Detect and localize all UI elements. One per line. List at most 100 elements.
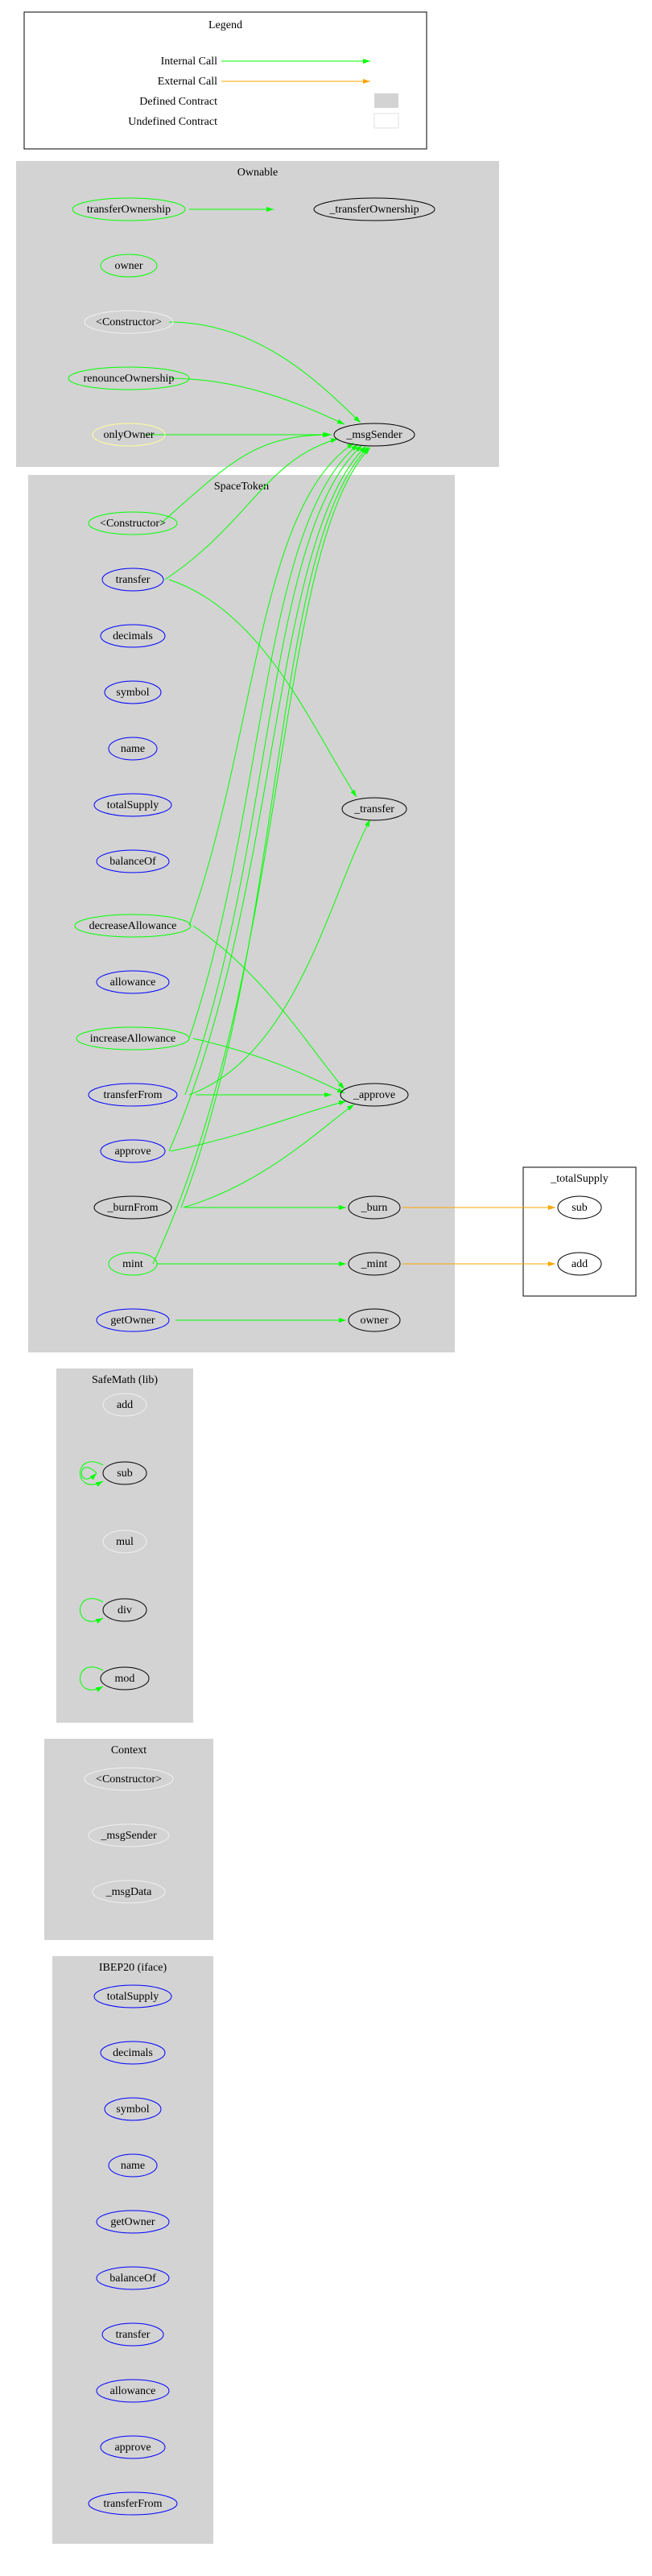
- node-label-st_totalSupply: totalSupply: [107, 799, 159, 811]
- node-own_onlyOwner: onlyOwner: [93, 423, 165, 446]
- node-label-sm_sub: sub: [117, 1468, 132, 1480]
- ownable-title: Ownable: [237, 167, 279, 179]
- node-label-own_constructor: <Constructor>: [96, 316, 162, 328]
- node-own__transferOwnership: _transferOwnership: [314, 198, 435, 221]
- node-label-sm_mod: mod: [115, 1673, 135, 1685]
- node-label-ib_transferFrom: transferFrom: [103, 2498, 162, 2510]
- node-label-st__transfer: _transfer: [353, 803, 394, 815]
- node-label-own_msgSender: _msgSender: [345, 429, 402, 441]
- node-st_symbol: symbol: [105, 681, 161, 704]
- node-st__transfer: _transfer: [342, 798, 406, 820]
- node-label-st_approve: approve: [114, 1146, 151, 1158]
- node-st_decreaseAllowance: decreaseAllowance: [75, 914, 191, 937]
- node-own_constructor: <Constructor>: [85, 311, 173, 333]
- node-st_constructor: <Constructor>: [89, 512, 177, 535]
- safemath-title: SafeMath (lib): [92, 1374, 158, 1386]
- context-title: Context: [111, 1744, 146, 1757]
- node-label-st_name: name: [121, 743, 145, 755]
- node-ctx_constructor: <Constructor>: [85, 1768, 173, 1790]
- node-st_balanceOf: balanceOf: [97, 850, 169, 873]
- node-label-own_transferOwnership: transferOwnership: [87, 204, 171, 216]
- legend: Legend Internal Call External Call Defin…: [24, 12, 427, 149]
- node-ib_symbol: symbol: [105, 2098, 161, 2120]
- node-label-st_decimals: decimals: [113, 630, 153, 642]
- node-sm_add: add: [103, 1393, 146, 1416]
- node-label-ib_name: name: [121, 2160, 145, 2172]
- node-ib_name: name: [109, 2154, 157, 2177]
- node-label-st_getOwner: getOwner: [110, 1315, 155, 1327]
- node-st__approve: _approve: [340, 1084, 408, 1106]
- node-label-st_owner: owner: [361, 1315, 389, 1327]
- node-own_transferOwnership: transferOwnership: [72, 198, 185, 221]
- node-ib_getOwner: getOwner: [97, 2211, 169, 2233]
- node-ib_totalSupply: totalSupply: [94, 1985, 171, 2008]
- totalsupply-title: _totalSupply: [550, 1173, 609, 1185]
- node-label-own_renounce: renounceOwnership: [84, 373, 175, 385]
- node-label-ib_approve: approve: [114, 2442, 151, 2454]
- node-ib_transfer: transfer: [102, 2323, 163, 2346]
- node-label-st_balanceOf: balanceOf: [109, 856, 156, 868]
- node-label-st__burn: _burn: [361, 1202, 388, 1214]
- node-label-own__transferOwnership: _transferOwnership: [328, 204, 419, 216]
- node-label-own_onlyOwner: onlyOwner: [104, 429, 155, 441]
- node-own_msgSender: _msgSender: [334, 423, 415, 446]
- node-st_name: name: [109, 737, 157, 760]
- node-ib_transferFrom: transferFrom: [89, 2492, 177, 2515]
- node-st_owner: owner: [349, 1309, 400, 1331]
- legend-external-label: External Call: [158, 76, 217, 88]
- node-label-ib_transfer: transfer: [116, 2329, 151, 2341]
- node-st_increaseAllowance: increaseAllowance: [76, 1027, 189, 1050]
- node-label-ts_sub: sub: [572, 1202, 587, 1214]
- node-label-ib_totalSupply: totalSupply: [107, 1991, 159, 2003]
- node-ib_balanceOf: balanceOf: [97, 2267, 169, 2289]
- cluster-spacetoken: SpaceToken: [28, 475, 455, 1352]
- node-st_approve: approve: [101, 1140, 165, 1162]
- node-sm_mul: mul: [103, 1530, 146, 1553]
- node-label-ib_balanceOf: balanceOf: [109, 2273, 156, 2285]
- node-sm_sub: sub: [103, 1462, 146, 1484]
- node-label-st_transferFrom: transferFrom: [103, 1089, 162, 1101]
- node-label-ib_symbol: symbol: [116, 2103, 149, 2116]
- node-ctx_msgSender: _msgSender: [89, 1824, 169, 1847]
- node-st_transfer: transfer: [102, 568, 163, 591]
- node-label-ib_allowance: allowance: [110, 2385, 156, 2397]
- node-ib_decimals: decimals: [101, 2041, 165, 2064]
- ibep20-title: IBEP20 (iface): [99, 1962, 167, 1974]
- node-own_owner: owner: [101, 254, 157, 277]
- legend-title: Legend: [208, 19, 242, 31]
- node-st__mint: _mint: [349, 1253, 400, 1275]
- node-label-ctx_msgSender: _msgSender: [100, 1830, 157, 1842]
- node-ib_allowance: allowance: [97, 2380, 169, 2402]
- node-st_totalSupply: totalSupply: [94, 794, 171, 816]
- node-st_decimals: decimals: [101, 625, 165, 647]
- node-ctx_msgData: _msgData: [93, 1880, 165, 1903]
- node-label-st_increaseAllowance: increaseAllowance: [90, 1033, 176, 1045]
- node-sm_mod: mod: [101, 1667, 149, 1690]
- node-label-ctx_msgData: _msgData: [105, 1886, 153, 1898]
- node-label-st__approve: _approve: [353, 1089, 395, 1101]
- node-label-ts_add: add: [572, 1258, 588, 1270]
- node-st__burnFrom: _burnFrom: [94, 1196, 171, 1219]
- legend-undefined-label: Undefined Contract: [128, 116, 217, 128]
- node-label-st_constructor: <Constructor>: [100, 518, 166, 530]
- node-label-ib_decimals: decimals: [113, 2047, 153, 2059]
- node-label-st__mint: _mint: [361, 1258, 388, 1270]
- node-label-ctx_constructor: <Constructor>: [96, 1773, 162, 1785]
- node-st_transferFrom: transferFrom: [89, 1084, 177, 1106]
- legend-internal-label: Internal Call: [161, 56, 217, 68]
- cluster-totalsupply: _totalSupply: [523, 1167, 636, 1296]
- node-st__burn: _burn: [349, 1196, 400, 1219]
- node-label-sm_div: div: [118, 1604, 132, 1616]
- node-ts_add: add: [558, 1253, 601, 1275]
- node-ib_approve: approve: [101, 2436, 165, 2458]
- call-graph: Legend Internal Call External Call Defin…: [8, 8, 652, 2568]
- node-label-own_owner: owner: [115, 260, 143, 272]
- node-st_mint: mint: [109, 1253, 157, 1275]
- node-ts_sub: sub: [558, 1196, 601, 1219]
- legend-defined-label: Defined Contract: [139, 96, 217, 108]
- node-sm_div: div: [103, 1599, 146, 1621]
- node-label-st__burnFrom: _burnFrom: [107, 1202, 159, 1214]
- node-label-st_symbol: symbol: [116, 687, 149, 699]
- node-own_renounce: renounceOwnership: [68, 367, 189, 390]
- node-label-st_decreaseAllowance: decreaseAllowance: [89, 920, 177, 932]
